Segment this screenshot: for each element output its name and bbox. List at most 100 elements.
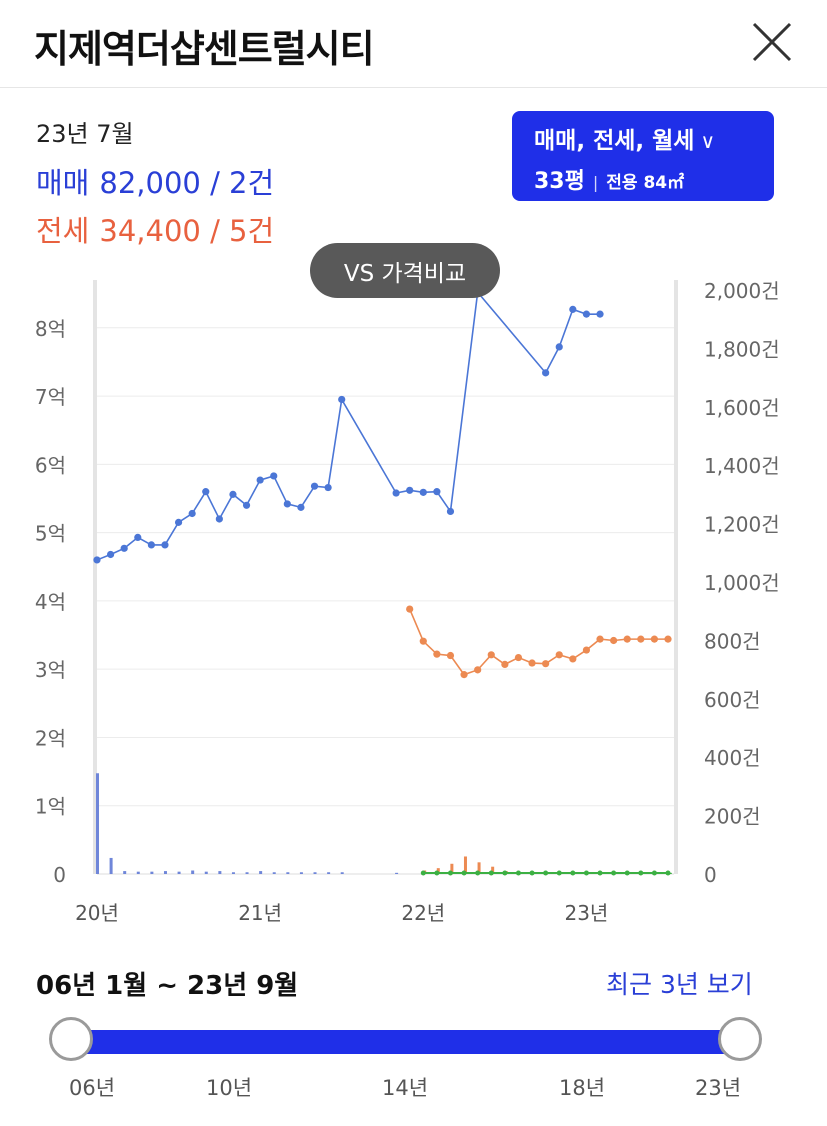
- monthly-volume-point: [475, 870, 481, 876]
- y-left-tick-label: 1억: [35, 795, 66, 819]
- monthly-volume-point: [434, 870, 440, 876]
- recent-3-years-link[interactable]: 최근 3년 보기: [606, 970, 753, 999]
- volume-bar-sale: [299, 872, 303, 874]
- monthly-volume-point: [556, 870, 562, 876]
- jeonse-point: [637, 635, 645, 643]
- slider-tick-label: 23년: [694, 1076, 742, 1100]
- monthly-volume-point: [502, 870, 508, 876]
- y-right-tick-label: 2,000건: [704, 279, 780, 303]
- jeonse-point: [610, 636, 618, 645]
- x-tick-label: 22년: [401, 901, 445, 925]
- y-right-tick-label: 1,400건: [704, 454, 780, 478]
- jeonse-point: [569, 655, 577, 663]
- sale-point: [446, 507, 455, 516]
- sale-point: [582, 310, 591, 318]
- y-right-tick-label: 1,600건: [704, 396, 780, 420]
- jeonse-point: [446, 651, 455, 660]
- x-tick-label: 23년: [564, 901, 608, 925]
- volume-bar-jeonse: [463, 856, 467, 874]
- jeonse-point: [460, 671, 468, 679]
- volume-bar-jeonse: [477, 862, 481, 874]
- sale-summary: 매매 82,000 / 2건: [36, 160, 274, 202]
- volume-bar-sale: [340, 872, 344, 874]
- price-chart: 0 1억 2억 3억 4억 5억 6억 7억 8억 0 200건 400건 600건 800건 1,000건…: [35, 279, 780, 925]
- sale-point: [242, 501, 251, 509]
- volume-bar-sale: [136, 871, 140, 874]
- sale-series-line: [96, 290, 601, 561]
- area-label: 전용 84㎡: [606, 173, 685, 193]
- volume-bar-sale: [395, 872, 399, 874]
- sale-point: [338, 395, 346, 404]
- monthly-volume-point: [488, 870, 494, 876]
- jeonse-value: 34,400 / 5건: [99, 214, 275, 248]
- monthly-volume-point: [529, 870, 535, 876]
- y-right-tick-label: 200건: [704, 805, 761, 829]
- volume-bar-sale: [259, 871, 263, 874]
- sale-point: [134, 533, 142, 541]
- monthly-volume-point: [583, 870, 589, 876]
- monthly-volume-point: [420, 870, 426, 876]
- sale-point: [283, 500, 291, 508]
- volume-bar-sale: [163, 871, 167, 874]
- jeonse-point: [542, 660, 550, 668]
- range-end-handle[interactable]: [718, 1017, 762, 1061]
- sale-point: [310, 482, 319, 490]
- range-slider-track[interactable]: [72, 1030, 740, 1054]
- volume-bar-jeonse: [450, 863, 454, 874]
- y-right-tick-label: 600건: [704, 688, 761, 712]
- monthly-volume-point: [515, 870, 521, 876]
- jeonse-point: [596, 635, 604, 643]
- monthly-volume-point: [597, 870, 603, 876]
- slider-tick-label: 14년: [381, 1076, 429, 1100]
- sale-point: [406, 486, 414, 494]
- sale-point: [297, 503, 305, 511]
- monthly-volume-point: [461, 870, 467, 876]
- volume-bar-sale: [327, 872, 331, 874]
- volume-bar-sale: [231, 872, 235, 874]
- page-title: 지제역더샵센트럴시티: [34, 27, 375, 71]
- jeonse-point: [623, 635, 631, 643]
- sale-point: [270, 472, 278, 480]
- sale-point: [419, 488, 427, 496]
- close-button[interactable]: [748, 18, 796, 66]
- pyeong-label: 33평: [534, 169, 585, 194]
- y-right-tick-label: 1,200건: [704, 513, 780, 537]
- volume-bar-sale: [272, 872, 276, 874]
- volume-bar-sale: [313, 872, 317, 874]
- chevron-down-icon: ∨: [700, 129, 716, 153]
- volume-bar-sale: [123, 871, 127, 874]
- jeonse-point: [433, 650, 441, 658]
- jeonse-point: [582, 646, 591, 654]
- sale-point: [596, 310, 604, 318]
- volume-bar-jeonse: [491, 866, 495, 874]
- y-left-tick-label: 7억: [35, 385, 66, 409]
- jeonse-summary: 전세 34,400 / 5건: [36, 208, 274, 250]
- volume-bar-sale: [150, 871, 154, 874]
- sale-point: [106, 550, 115, 559]
- jeonse-point: [664, 635, 672, 643]
- monthly-volume-point: [624, 870, 630, 876]
- sale-point: [324, 483, 332, 492]
- sale-point: [161, 541, 169, 549]
- trade-filter-button[interactable]: 매매, 전세, 월세 ∨ 33평 | 전용 84㎡: [512, 111, 774, 201]
- vs-compare-button[interactable]: VS 가격비교: [310, 243, 500, 298]
- jeonse-point: [487, 651, 495, 659]
- volume-bar-sale: [204, 871, 208, 874]
- sale-point: [147, 541, 155, 549]
- monthly-volume-point: [611, 870, 617, 876]
- trade-types-label: 매매, 전세, 월세: [534, 128, 695, 154]
- x-tick-label: 21년: [238, 901, 282, 925]
- monthly-volume-point: [665, 870, 671, 876]
- y-left-tick-label: 8억: [35, 317, 66, 341]
- range-start-handle[interactable]: [49, 1017, 93, 1061]
- y-left-tick-label: 0: [53, 863, 66, 887]
- sale-point: [202, 488, 210, 496]
- sale-point: [256, 476, 264, 484]
- sale-point: [433, 488, 441, 496]
- jeonse-point: [474, 666, 482, 674]
- y-right-tick-label: 1,800건: [704, 337, 780, 361]
- slider-tick-label: 18년: [558, 1076, 606, 1100]
- y-right-tick-label: 1,000건: [704, 571, 780, 595]
- volume-bar-sale: [191, 870, 195, 874]
- jeonse-point: [501, 660, 509, 668]
